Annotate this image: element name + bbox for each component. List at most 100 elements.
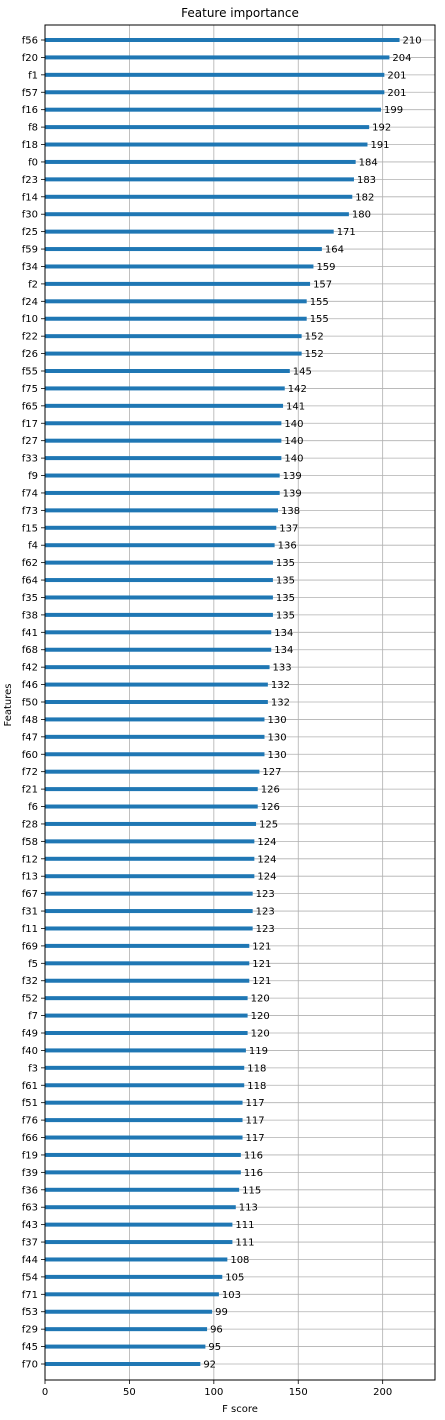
bar-f2 <box>45 281 311 286</box>
bar-f50 <box>45 700 268 704</box>
y-tick-label-f49: f49 <box>22 1029 38 1040</box>
y-tick-label-f76: f76 <box>22 1116 38 1127</box>
bar-f17 <box>45 421 282 426</box>
bar-f48 <box>45 717 265 722</box>
bar-f40 <box>45 1048 246 1053</box>
y-tick-label-f50: f50 <box>22 698 38 709</box>
y-tick-label-f61: f61 <box>22 1081 38 1092</box>
y-tick-label-f19: f19 <box>22 1150 38 1161</box>
y-tick-label-f16: f16 <box>22 105 38 116</box>
bar-f6 <box>45 804 258 809</box>
value-label-f27: 140 <box>284 436 303 447</box>
chart-title: Feature importance <box>181 6 299 20</box>
value-label-f43: 111 <box>235 1220 254 1231</box>
bar-f26 <box>45 351 302 356</box>
bar-f49 <box>45 1031 248 1035</box>
y-tick-label-f18: f18 <box>22 140 38 151</box>
bar-f75 <box>45 386 285 391</box>
bar-f29 <box>45 1327 208 1332</box>
y-tick-label-f21: f21 <box>22 785 38 796</box>
bar-f38 <box>45 612 273 617</box>
bar-f42 <box>45 665 270 670</box>
value-label-f68: 134 <box>274 645 293 656</box>
value-label-f2: 157 <box>313 279 332 290</box>
y-tick-label-f68: f68 <box>22 645 38 656</box>
value-label-f59: 164 <box>325 245 344 256</box>
bar-f35 <box>45 595 273 600</box>
bar-f69 <box>45 943 250 948</box>
bar-f74 <box>45 490 280 495</box>
bar-f27 <box>45 438 282 443</box>
y-tick-label-f27: f27 <box>22 436 38 447</box>
bar-f61 <box>45 1083 245 1088</box>
value-label-f60: 130 <box>267 750 286 761</box>
ticks-layer: 0 50 100 150 200 <box>41 39 392 1398</box>
value-label-f37: 111 <box>235 1238 254 1249</box>
value-label-f48: 130 <box>267 715 286 726</box>
bar-f37 <box>45 1240 233 1245</box>
value-label-f8: 192 <box>372 123 391 134</box>
value-label-f41: 134 <box>274 628 293 639</box>
bar-f51 <box>45 1100 243 1105</box>
bar-f53 <box>45 1309 213 1314</box>
value-label-f63: 113 <box>239 1203 258 1214</box>
bar-f28 <box>45 821 257 826</box>
value-label-f28: 125 <box>259 819 278 830</box>
bar-f36 <box>45 1187 240 1192</box>
y-tick-label-f46: f46 <box>22 680 38 691</box>
value-label-f31: 123 <box>256 907 275 918</box>
bar-f44 <box>45 1257 228 1262</box>
value-label-f64: 135 <box>276 576 295 587</box>
value-label-f23: 183 <box>357 175 376 186</box>
y-tick-label-f35: f35 <box>22 593 38 604</box>
labels-layer: f56 210 f20 204 f1 201 f57 201 f16 199 f8 192 f18 191… <box>22 36 422 1371</box>
bar-f30 <box>45 212 349 217</box>
bar-f72 <box>45 769 260 774</box>
bar-f22 <box>45 334 302 339</box>
y-tick-label-f47: f47 <box>22 732 38 743</box>
y-tick-label-f24: f24 <box>22 297 38 308</box>
value-label-f58: 124 <box>257 837 276 848</box>
value-label-f65: 141 <box>286 401 305 412</box>
x-tick-label: 150 <box>289 1387 308 1398</box>
value-label-f44: 108 <box>230 1255 249 1266</box>
y-tick-label-f56: f56 <box>22 36 38 47</box>
y-tick-label-f33: f33 <box>22 454 38 465</box>
y-tick-label-f5: f5 <box>28 959 38 970</box>
y-tick-label-f44: f44 <box>22 1255 38 1266</box>
y-tick-label-f23: f23 <box>22 175 38 186</box>
y-tick-label-f53: f53 <box>22 1307 38 1318</box>
bar-f14 <box>45 194 353 199</box>
value-label-f67: 123 <box>256 889 275 900</box>
bar-f64 <box>45 578 273 583</box>
bar-f16 <box>45 107 381 112</box>
value-label-f5: 121 <box>252 959 271 970</box>
value-label-f55: 145 <box>293 367 312 378</box>
y-tick-label-f8: f8 <box>28 123 38 134</box>
value-label-f26: 152 <box>305 349 324 360</box>
value-label-f18: 191 <box>370 140 389 151</box>
bar-f0 <box>45 159 356 164</box>
value-label-f76: 117 <box>246 1116 265 1127</box>
y-tick-label-f54: f54 <box>22 1272 38 1283</box>
bar-f8 <box>45 125 370 130</box>
bar-f20 <box>45 55 390 60</box>
bar-f56 <box>45 38 400 42</box>
value-label-f7: 120 <box>251 1011 270 1022</box>
y-tick-label-f17: f17 <box>22 419 38 430</box>
x-axis-label: F score <box>222 1404 258 1415</box>
bars-layer <box>45 38 400 1366</box>
value-label-f73: 138 <box>281 506 300 517</box>
y-tick-label-f66: f66 <box>22 1133 38 1144</box>
bar-f39 <box>45 1170 241 1175</box>
y-tick-label-f20: f20 <box>22 53 38 64</box>
x-tick-label: 100 <box>204 1387 223 1398</box>
value-label-f13: 124 <box>257 872 276 883</box>
value-label-f4: 136 <box>278 541 297 552</box>
value-label-f24: 155 <box>310 297 329 308</box>
y-tick-label-f31: f31 <box>22 907 38 918</box>
value-label-f6: 126 <box>261 802 280 813</box>
value-label-f46: 132 <box>271 680 290 691</box>
y-axis-label: Features <box>3 684 14 727</box>
bar-f12 <box>45 856 255 861</box>
